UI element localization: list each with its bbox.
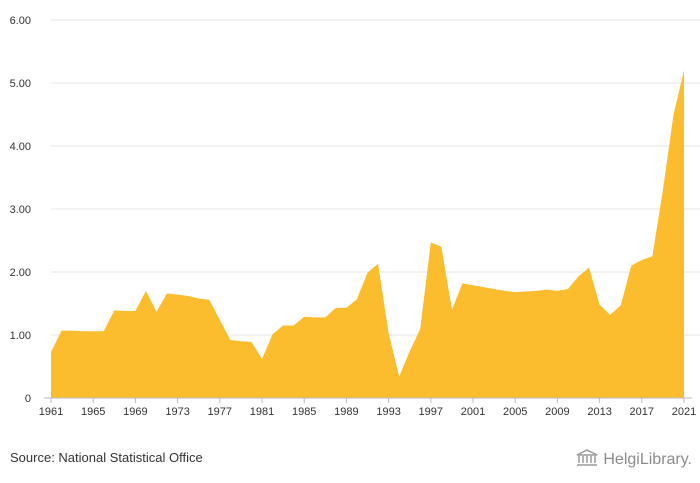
x-tick-label: 1973 xyxy=(165,406,189,418)
y-tick-label: 4.00 xyxy=(10,141,31,153)
x-tick-label: 1969 xyxy=(123,406,147,418)
y-tick-label: 0 xyxy=(25,393,31,405)
helgi-library-logo: HelgiLibrary. xyxy=(575,448,692,471)
x-tick-label: 1965 xyxy=(81,406,105,418)
library-building-icon xyxy=(575,448,599,471)
x-tick-label: 1977 xyxy=(208,406,232,418)
y-tick-label: 2.00 xyxy=(10,267,31,279)
area-chart: 01.002.003.004.005.006.00 1961 1965 1969 19… xyxy=(10,15,700,418)
x-tick-label: 2001 xyxy=(461,406,485,418)
x-tick-label: 1981 xyxy=(250,406,274,418)
x-tick-label: 2009 xyxy=(545,406,569,418)
series-area xyxy=(51,70,684,399)
y-tick-label: 3.00 xyxy=(10,204,31,216)
x-tick-label: 2021 xyxy=(672,406,696,418)
y-tick-label: 5.00 xyxy=(10,78,31,90)
x-tick-label: 2005 xyxy=(503,406,527,418)
x-tick-label: 1989 xyxy=(334,406,358,418)
y-axis-ticks: 0 1.00 2.00 3.00 4.00 5.00 6.00 xyxy=(10,15,31,405)
x-tick-label: 1993 xyxy=(376,406,400,418)
x-tick-label: 1985 xyxy=(292,406,316,418)
y-tick-label: 6.00 xyxy=(10,15,31,27)
x-tick-label: 2017 xyxy=(630,406,654,418)
logo-text: HelgiLibrary. xyxy=(603,450,692,468)
y-tick-label: 1.00 xyxy=(10,330,31,342)
x-tick-label: 2013 xyxy=(587,406,611,418)
x-tick-label: 1961 xyxy=(39,406,63,418)
source-note: Source: National Statistical Office xyxy=(10,450,203,465)
x-axis-ticks: 1961 1965 1969 1973 1977 1981 1985 1989 1993 1997… xyxy=(39,398,696,418)
x-tick-label: 1997 xyxy=(419,406,443,418)
